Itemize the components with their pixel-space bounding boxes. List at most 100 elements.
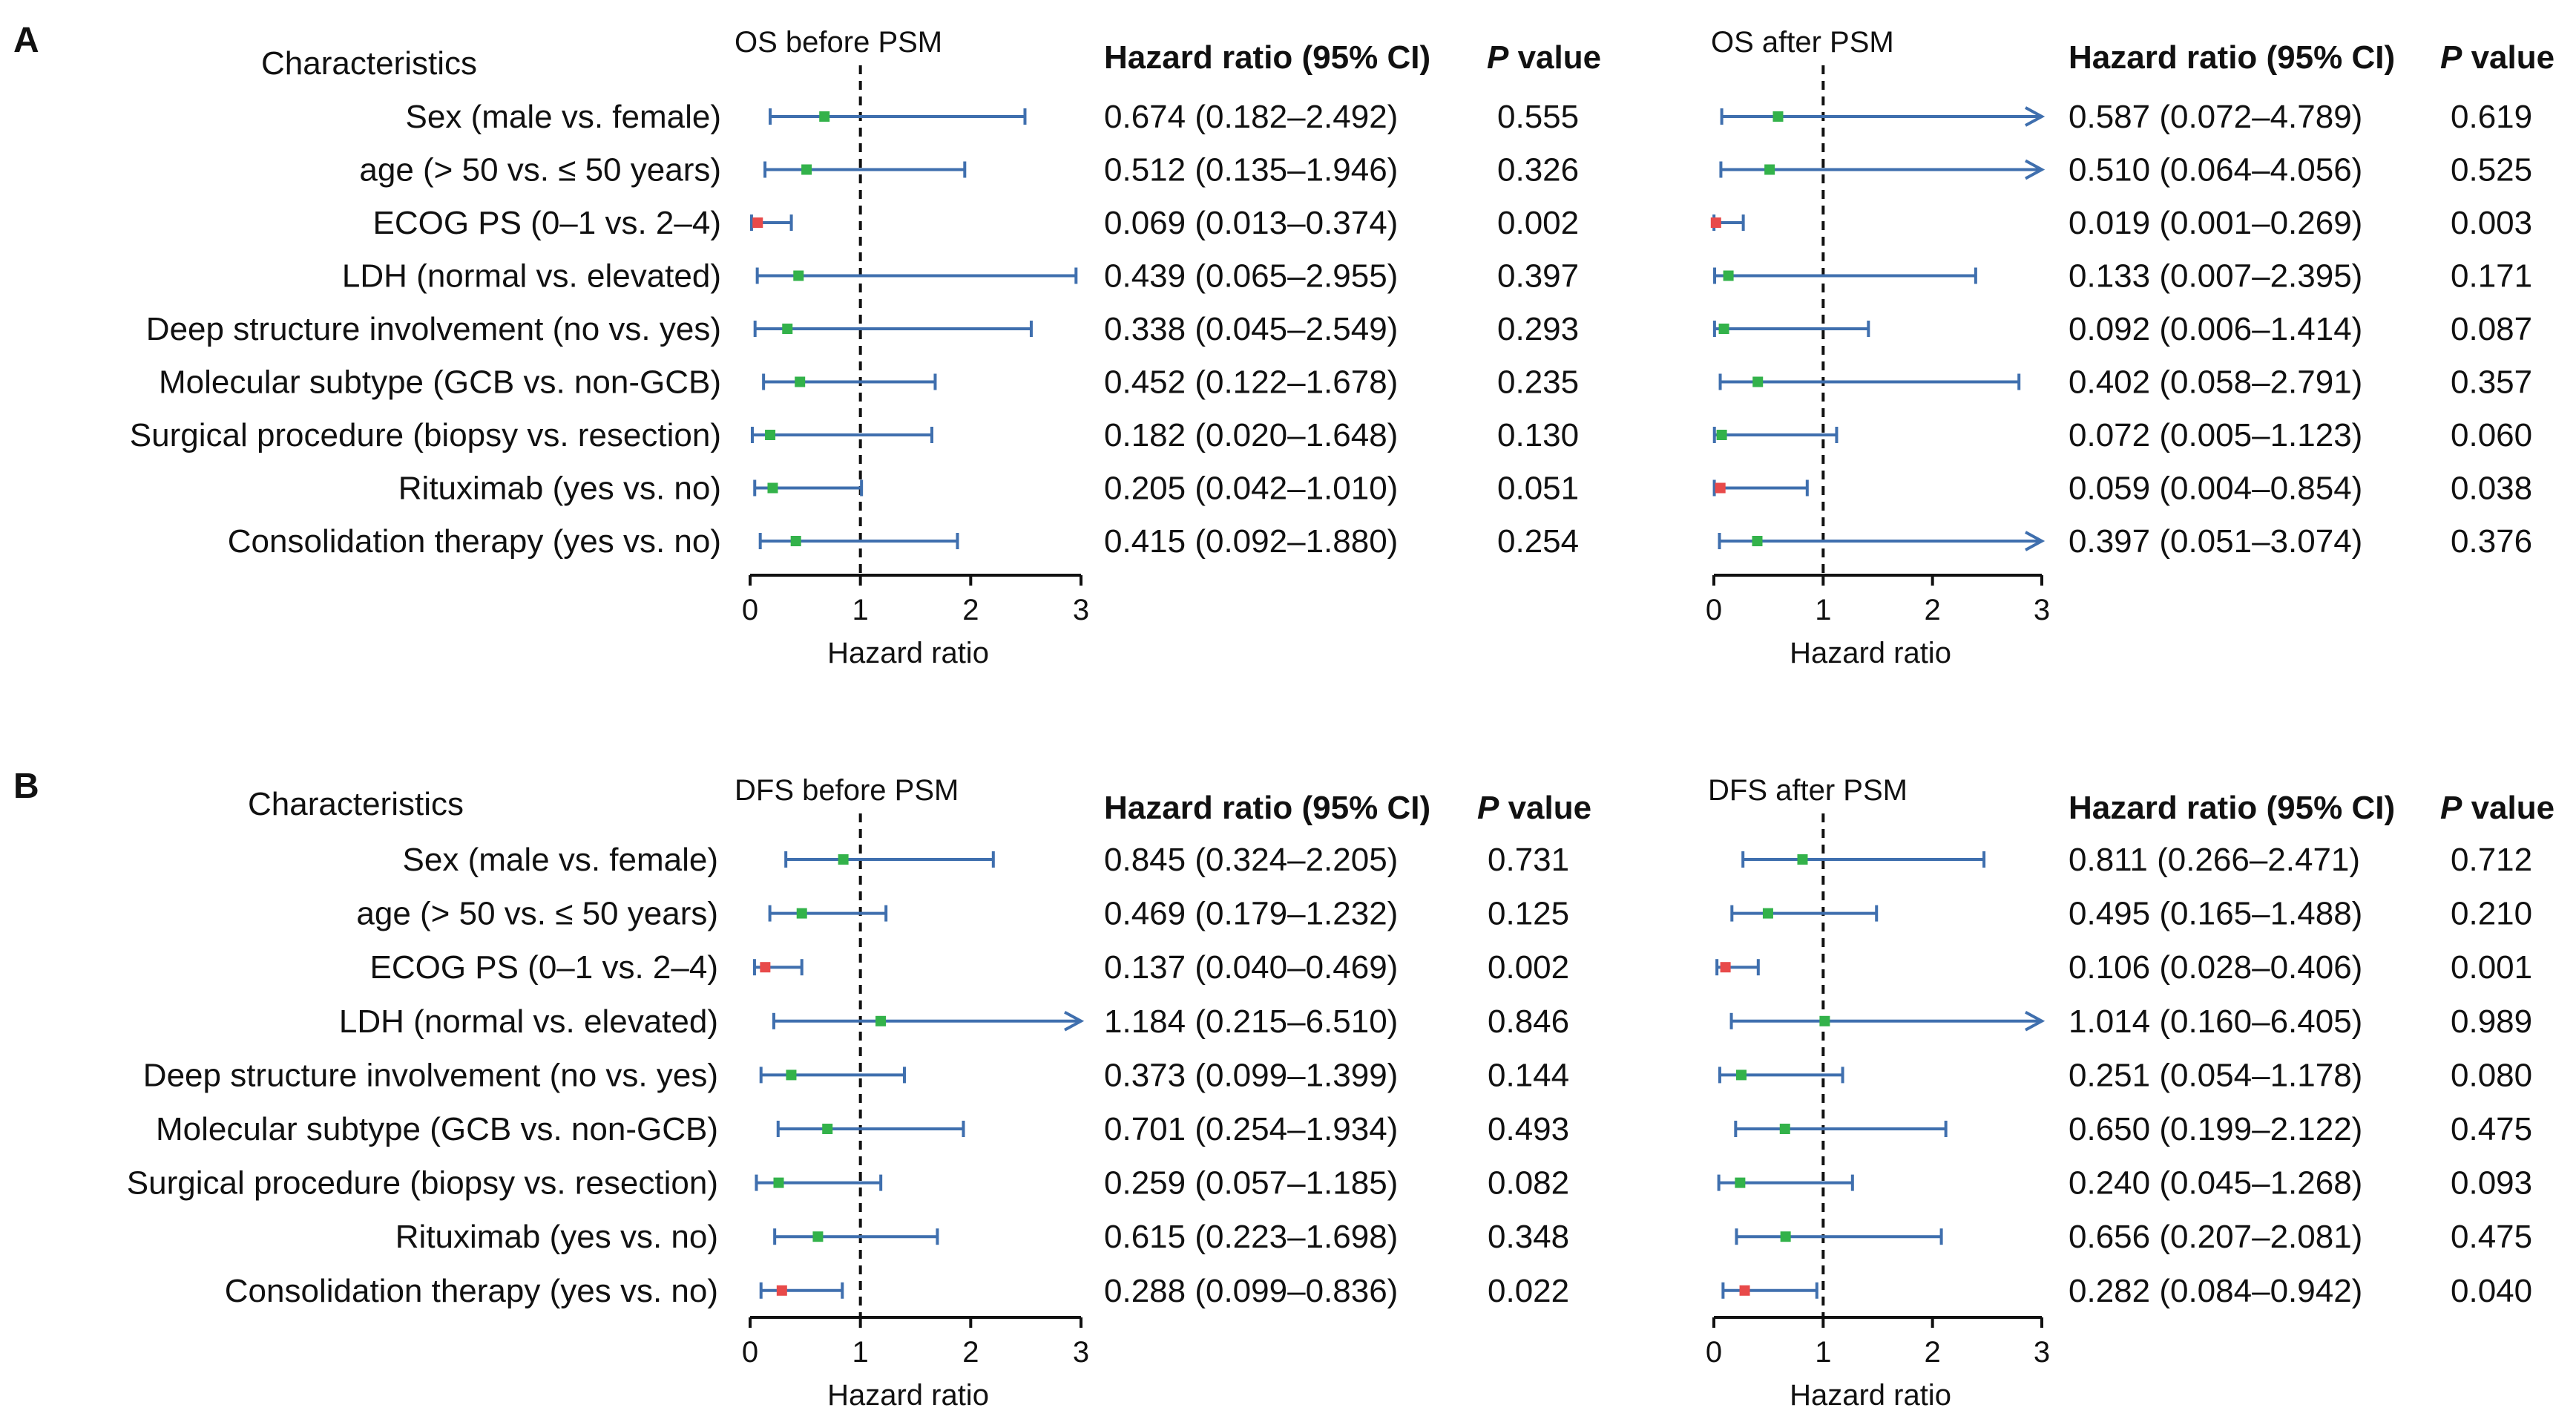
- hr-point-significant: [1739, 1285, 1750, 1296]
- x-tick-label: 0: [1706, 594, 1722, 626]
- p-column-header: P value: [2440, 790, 2554, 826]
- x-tick-label: 0: [742, 594, 758, 626]
- hr-ci-value: 0.650 (0.199–2.122): [2069, 1111, 2362, 1147]
- p-value: 0.475: [2451, 1111, 2532, 1147]
- hr-point-significant: [776, 1285, 787, 1296]
- p-value: 0.002: [1488, 949, 1569, 986]
- x-tick-label: 2: [962, 594, 979, 626]
- p-value: 0.525: [2451, 152, 2532, 189]
- p-value: 0.093: [2451, 1165, 2532, 1202]
- hr-ci-value: 0.205 (0.042–1.010): [1104, 471, 1398, 507]
- row-label: LDH (normal vs. elevated): [339, 1003, 718, 1040]
- hr-point: [822, 1124, 833, 1134]
- row-label: Deep structure involvement (no vs. yes): [143, 1057, 718, 1093]
- hr-point-significant: [1710, 217, 1721, 228]
- p-value: 0.846: [1488, 1003, 1569, 1040]
- p-value: 0.376: [2451, 523, 2532, 560]
- p-value: 0.144: [1488, 1057, 1569, 1093]
- row-label: Rituximab (yes vs. no): [398, 471, 721, 507]
- p-value: 0.357: [2451, 364, 2532, 401]
- hr-ci-value: 0.092 (0.006–1.414): [2069, 311, 2362, 347]
- ci-arrow: [1064, 1011, 1085, 1032]
- hr-ci-value: 0.019 (0.001–0.269): [2069, 205, 2362, 241]
- plot-title: OS after PSM: [1711, 26, 1894, 59]
- hr-point: [819, 111, 830, 122]
- p-value: 0.002: [1497, 205, 1579, 241]
- p-value: 0.235: [1497, 364, 1579, 401]
- hr-ci-value: 0.397 (0.051–3.074): [2069, 523, 2362, 560]
- hr-point: [812, 1231, 824, 1242]
- hr-point: [1735, 1069, 1747, 1081]
- hr-point: [765, 430, 776, 440]
- x-tick-label: 3: [1073, 1336, 1089, 1369]
- hr-point: [1780, 1231, 1791, 1242]
- plot-title: DFS after PSM: [1708, 774, 1908, 807]
- panel-letter: A: [13, 21, 39, 60]
- hr-column-header: Hazard ratio (95% CI): [2069, 39, 2395, 76]
- p-value: 0.348: [1488, 1219, 1569, 1255]
- x-tick-label: 1: [852, 594, 869, 626]
- hr-ci-value: 0.373 (0.099–1.399): [1104, 1057, 1398, 1093]
- hr-ci-value: 0.587 (0.072–4.789): [2069, 99, 2362, 135]
- hr-point: [1819, 1015, 1830, 1026]
- p-value: 0.001: [2451, 949, 2532, 986]
- hr-point: [801, 164, 812, 175]
- p-value: 0.493: [1488, 1111, 1569, 1147]
- hr-ci-value: 0.674 (0.182–2.492): [1104, 99, 1398, 135]
- hr-point: [767, 482, 778, 494]
- hr-point: [1752, 376, 1764, 387]
- x-tick-label: 0: [742, 1336, 758, 1369]
- hr-point: [790, 536, 801, 546]
- x-tick-label: 3: [2034, 1336, 2050, 1369]
- ci-arrow: [2025, 159, 2046, 180]
- hr-ci-value: 0.069 (0.013–0.374): [1104, 205, 1398, 241]
- p-value: 0.475: [2451, 1219, 2532, 1255]
- p-value: 0.619: [2451, 99, 2532, 135]
- hr-ci-value: 0.059 (0.004–0.854): [2069, 471, 2362, 507]
- hr-point: [1723, 270, 1734, 281]
- hr-ci-value: 0.072 (0.005–1.123): [2069, 417, 2362, 453]
- hr-ci-value: 0.656 (0.207–2.081): [2069, 1219, 2362, 1255]
- hr-point: [1716, 430, 1727, 440]
- p-value: 0.731: [1488, 842, 1569, 878]
- p-value: 0.040: [2451, 1273, 2532, 1309]
- hr-ci-value: 0.452 (0.122–1.678): [1104, 364, 1398, 401]
- hr-point: [773, 1177, 784, 1188]
- row-label: Surgical procedure (biopsy vs. resection…: [127, 1165, 718, 1202]
- p-value: 0.397: [1497, 258, 1579, 295]
- row-label: age (> 50 vs. ≤ 50 years): [359, 152, 721, 189]
- hr-point: [1762, 908, 1773, 919]
- hr-point-significant: [752, 217, 763, 228]
- hr-ci-value: 0.288 (0.099–0.836): [1104, 1273, 1398, 1309]
- hr-ci-value: 0.495 (0.165–1.488): [2069, 896, 2362, 932]
- p-value: 0.326: [1497, 152, 1579, 189]
- p-value: 0.003: [2451, 205, 2532, 241]
- x-tick-label: 1: [1815, 1336, 1831, 1369]
- plot-title: OS before PSM: [735, 26, 942, 59]
- hr-point: [875, 1015, 887, 1026]
- hr-ci-value: 0.845 (0.324–2.205): [1104, 842, 1398, 878]
- hr-column-header: Hazard ratio (95% CI): [1104, 39, 1430, 76]
- p-value: 0.171: [2451, 258, 2532, 295]
- p-value: 0.254: [1497, 523, 1579, 560]
- x-axis-label: Hazard ratio: [827, 637, 989, 669]
- hr-ci-value: 1.014 (0.160–6.405): [2069, 1003, 2362, 1040]
- row-label: Molecular subtype (GCB vs. non-GCB): [156, 1111, 718, 1147]
- p-value: 0.087: [2451, 311, 2532, 347]
- hr-ci-value: 0.282 (0.084–0.942): [2069, 1273, 2362, 1309]
- hr-ci-value: 0.512 (0.135–1.946): [1104, 152, 1398, 189]
- x-axis-label: Hazard ratio: [1790, 1379, 1951, 1412]
- row-label: age (> 50 vs. ≤ 50 years): [356, 896, 718, 932]
- hr-ci-value: 0.259 (0.057–1.185): [1104, 1165, 1398, 1202]
- hr-point: [1772, 111, 1784, 122]
- row-label: Consolidation therapy (yes vs. no): [228, 523, 721, 560]
- hr-ci-value: 0.615 (0.223–1.698): [1104, 1219, 1398, 1255]
- hr-point: [793, 270, 804, 281]
- hr-ci-value: 0.338 (0.045–2.549): [1104, 311, 1398, 347]
- hr-point-significant: [1720, 962, 1731, 973]
- hr-point: [786, 1069, 797, 1081]
- hr-ci-value: 0.106 (0.028–0.406): [2069, 949, 2362, 986]
- hr-point: [1752, 536, 1763, 546]
- p-value: 0.555: [1497, 99, 1579, 135]
